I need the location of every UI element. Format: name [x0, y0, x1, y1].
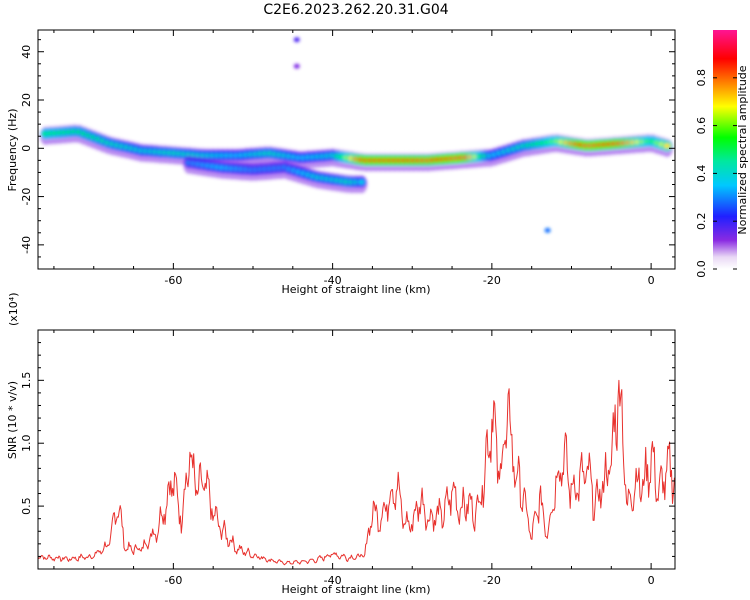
snr-y-label: SNR (10 * v/v): [6, 381, 19, 459]
ridge-peak-cell: [663, 143, 671, 149]
y-tick-label: 0.5: [20, 497, 33, 514]
y-tick-label: 20: [20, 93, 33, 107]
figure-title: C2E6.2023.262.20.31.G04: [263, 2, 448, 18]
spectrogram-panel: -60 -40 -20 0 -40 -20 0 20 40 Height of straigh…: [6, 29, 676, 296]
spectrogram-point: [293, 37, 300, 43]
y-tick-label: 1.0: [20, 434, 33, 452]
x-tick-label: -60: [164, 574, 182, 587]
x-tick-label: -60: [164, 274, 182, 287]
spectrogram-frame: [37, 29, 676, 270]
branch-peak-cell: [357, 179, 365, 185]
colorbar-gradient: [713, 30, 737, 269]
colorbar-tick-label: 0.4: [695, 165, 708, 183]
colorbar-tick-label: 0.0: [695, 260, 708, 278]
x-tick-label: -40: [324, 274, 342, 287]
x-tick-label: 0: [648, 274, 655, 287]
colorbar-tick-label: 0.2: [695, 212, 708, 230]
ridge-core: [41, 126, 672, 166]
spectrogram-x-label: Height of straight line (km): [281, 283, 430, 296]
colorbar: 0.0 0.2 0.4 0.6 0.8 Normalized spectral ampl…: [695, 30, 749, 278]
spectrogram-y-ticks: -40 -20 0 20 40: [20, 39, 675, 270]
x-tick-label: -40: [324, 574, 342, 587]
spectrogram-y-label: Frequency (Hz): [6, 109, 19, 192]
snr-panel: -60 -40 -20 0 0.5 1.0 1.5 Height of straight …: [6, 293, 676, 596]
branch-core: [184, 157, 367, 188]
spectrogram-heatmap: [40, 37, 673, 233]
spectrogram-point: [293, 63, 300, 69]
snr-series-line: [37, 379, 675, 566]
snr-y-ticks: 0.5 1.0 1.5: [20, 329, 675, 557]
y-tick-label: 40: [20, 45, 33, 59]
colorbar-ticks: 0.0 0.2 0.4 0.6 0.8: [695, 69, 737, 278]
snr-x-label: Height of straight line (km): [281, 583, 430, 596]
snr-frame: [37, 329, 676, 570]
colorbar-tick-label: 0.6: [695, 117, 708, 135]
x-tick-label: -20: [483, 574, 501, 587]
y-tick-label: -20: [20, 188, 33, 206]
y-tick-label: 0: [20, 145, 33, 152]
y-tick-label: 1.5: [20, 372, 33, 390]
y-tick-label: -40: [20, 236, 33, 254]
x-tick-label: 0: [648, 574, 655, 587]
x-tick-label: -20: [483, 274, 501, 287]
snr-x-ticks: -60 -40 -20 0: [53, 330, 655, 587]
colorbar-label: Normalized spectral amplitude: [736, 65, 749, 234]
snr-y-scale-label: (x10⁴): [7, 293, 20, 327]
spectrogram-x-ticks: -60 -40 -20 0: [53, 30, 655, 287]
colorbar-tick-label: 0.8: [695, 69, 708, 87]
spectrogram-point: [544, 227, 551, 233]
